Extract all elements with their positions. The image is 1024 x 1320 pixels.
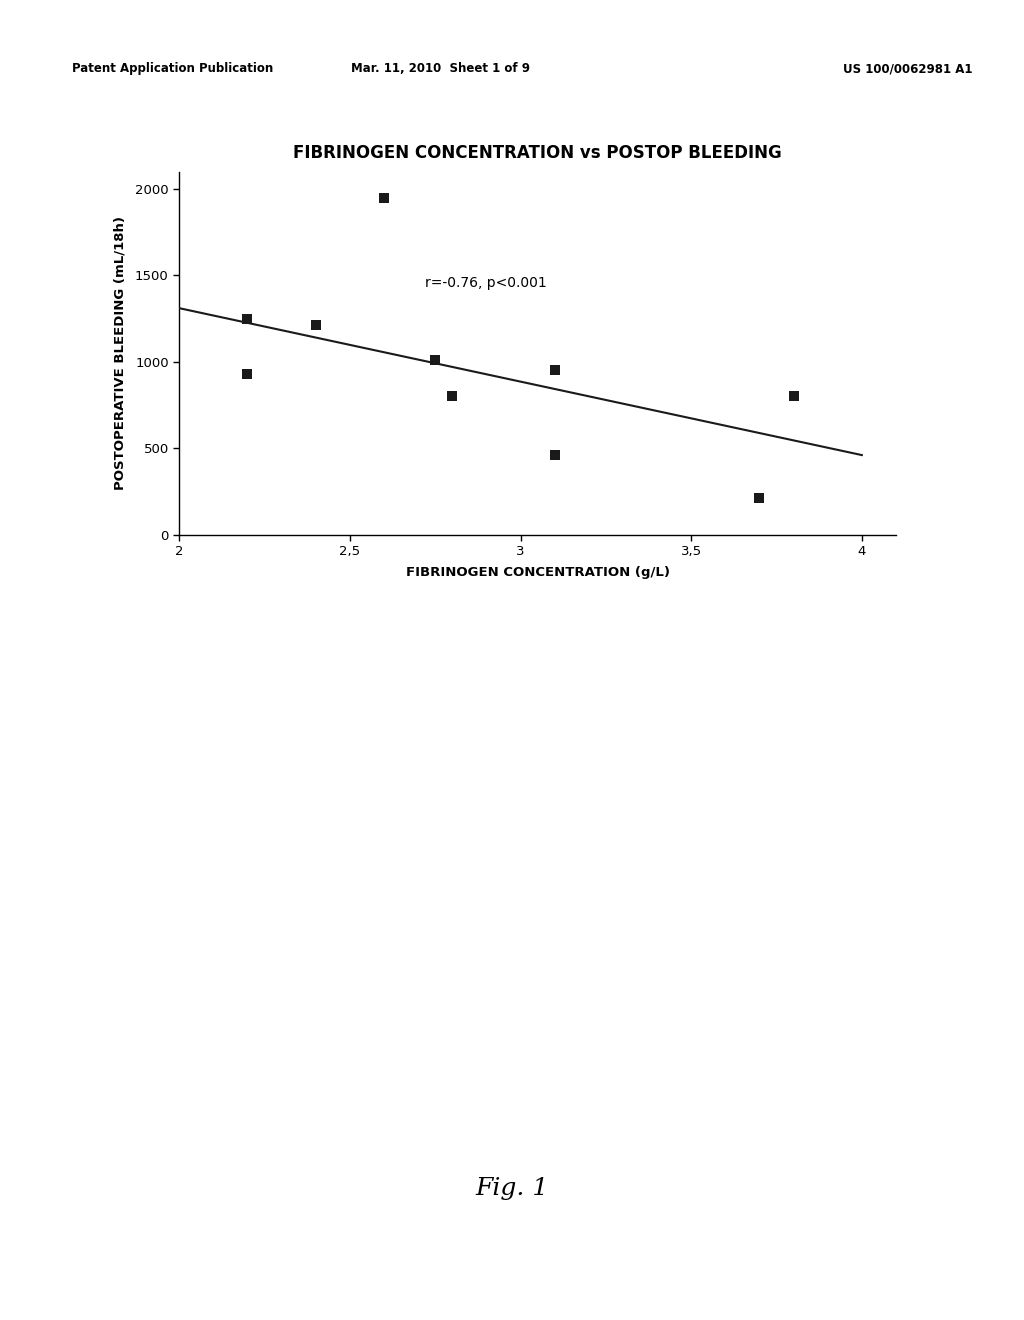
Text: US 100/0062981 A1: US 100/0062981 A1 [844,62,973,75]
Point [427,350,443,371]
Point [376,187,392,209]
Point [785,385,802,407]
X-axis label: FIBRINOGEN CONCENTRATION (g/L): FIBRINOGEN CONCENTRATION (g/L) [406,566,670,579]
Text: Fig. 1: Fig. 1 [475,1176,549,1200]
Point [752,487,768,508]
Title: FIBRINOGEN CONCENTRATION vs POSTOP BLEEDING: FIBRINOGEN CONCENTRATION vs POSTOP BLEED… [293,144,782,162]
Y-axis label: POSTOPERATIVE BLEEDING (mL/18h): POSTOPERATIVE BLEEDING (mL/18h) [114,216,127,490]
Text: Mar. 11, 2010  Sheet 1 of 9: Mar. 11, 2010 Sheet 1 of 9 [351,62,529,75]
Point [547,445,563,466]
Text: r=-0.76, p<0.001: r=-0.76, p<0.001 [425,276,547,290]
Point [444,385,461,407]
Point [240,363,256,384]
Point [240,308,256,329]
Text: Patent Application Publication: Patent Application Publication [72,62,273,75]
Point [547,360,563,381]
Point [307,315,324,337]
